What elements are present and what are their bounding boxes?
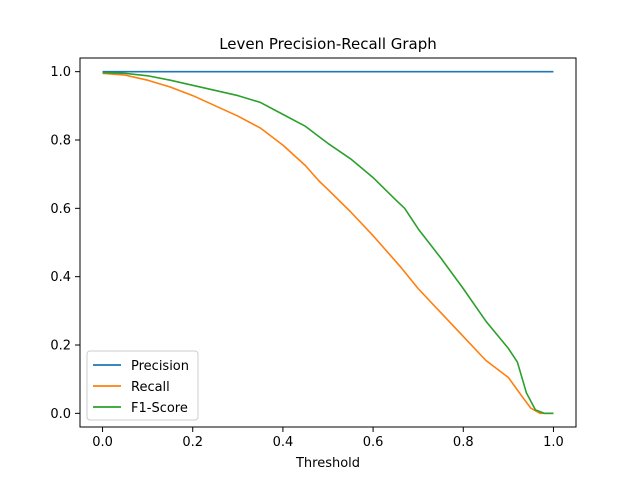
y-tick-label: 0.4 bbox=[50, 270, 71, 285]
series-line-recall bbox=[102, 72, 554, 415]
legend: Precision Recall F1-Score bbox=[86, 350, 199, 421]
chart-title: Leven Precision-Recall Graph bbox=[219, 35, 437, 53]
y-tick-label: 0.0 bbox=[50, 407, 71, 422]
series-group bbox=[102, 70, 554, 415]
plot-frame bbox=[79, 57, 577, 428]
legend-label-recall: Recall bbox=[131, 380, 170, 395]
x-tick-label: 0.8 bbox=[453, 435, 474, 450]
x-tick-label: 0.0 bbox=[92, 435, 113, 450]
series-line-f1-score bbox=[102, 71, 554, 415]
legend-box bbox=[86, 350, 199, 421]
y-tick-label: 1.0 bbox=[50, 65, 71, 80]
y-tick-label: 0.6 bbox=[50, 202, 71, 217]
legend-label-f1-score: F1-Score bbox=[131, 401, 188, 416]
x-tick-label: 0.6 bbox=[363, 435, 384, 450]
y-tick-label: 0.2 bbox=[50, 339, 71, 354]
x-axis-label: Threshold bbox=[295, 456, 360, 471]
x-tick-label: 1.0 bbox=[543, 435, 564, 450]
x-tick-label: 0.2 bbox=[182, 435, 203, 450]
x-axis: 0.0 0.2 0.4 0.6 0.8 1.0 bbox=[92, 427, 564, 450]
y-axis: 0.0 0.2 0.4 0.6 0.8 1.0 bbox=[50, 65, 80, 422]
y-tick-label: 0.8 bbox=[50, 134, 71, 149]
legend-label-precision: Precision bbox=[131, 359, 189, 374]
x-tick-label: 0.4 bbox=[273, 435, 294, 450]
